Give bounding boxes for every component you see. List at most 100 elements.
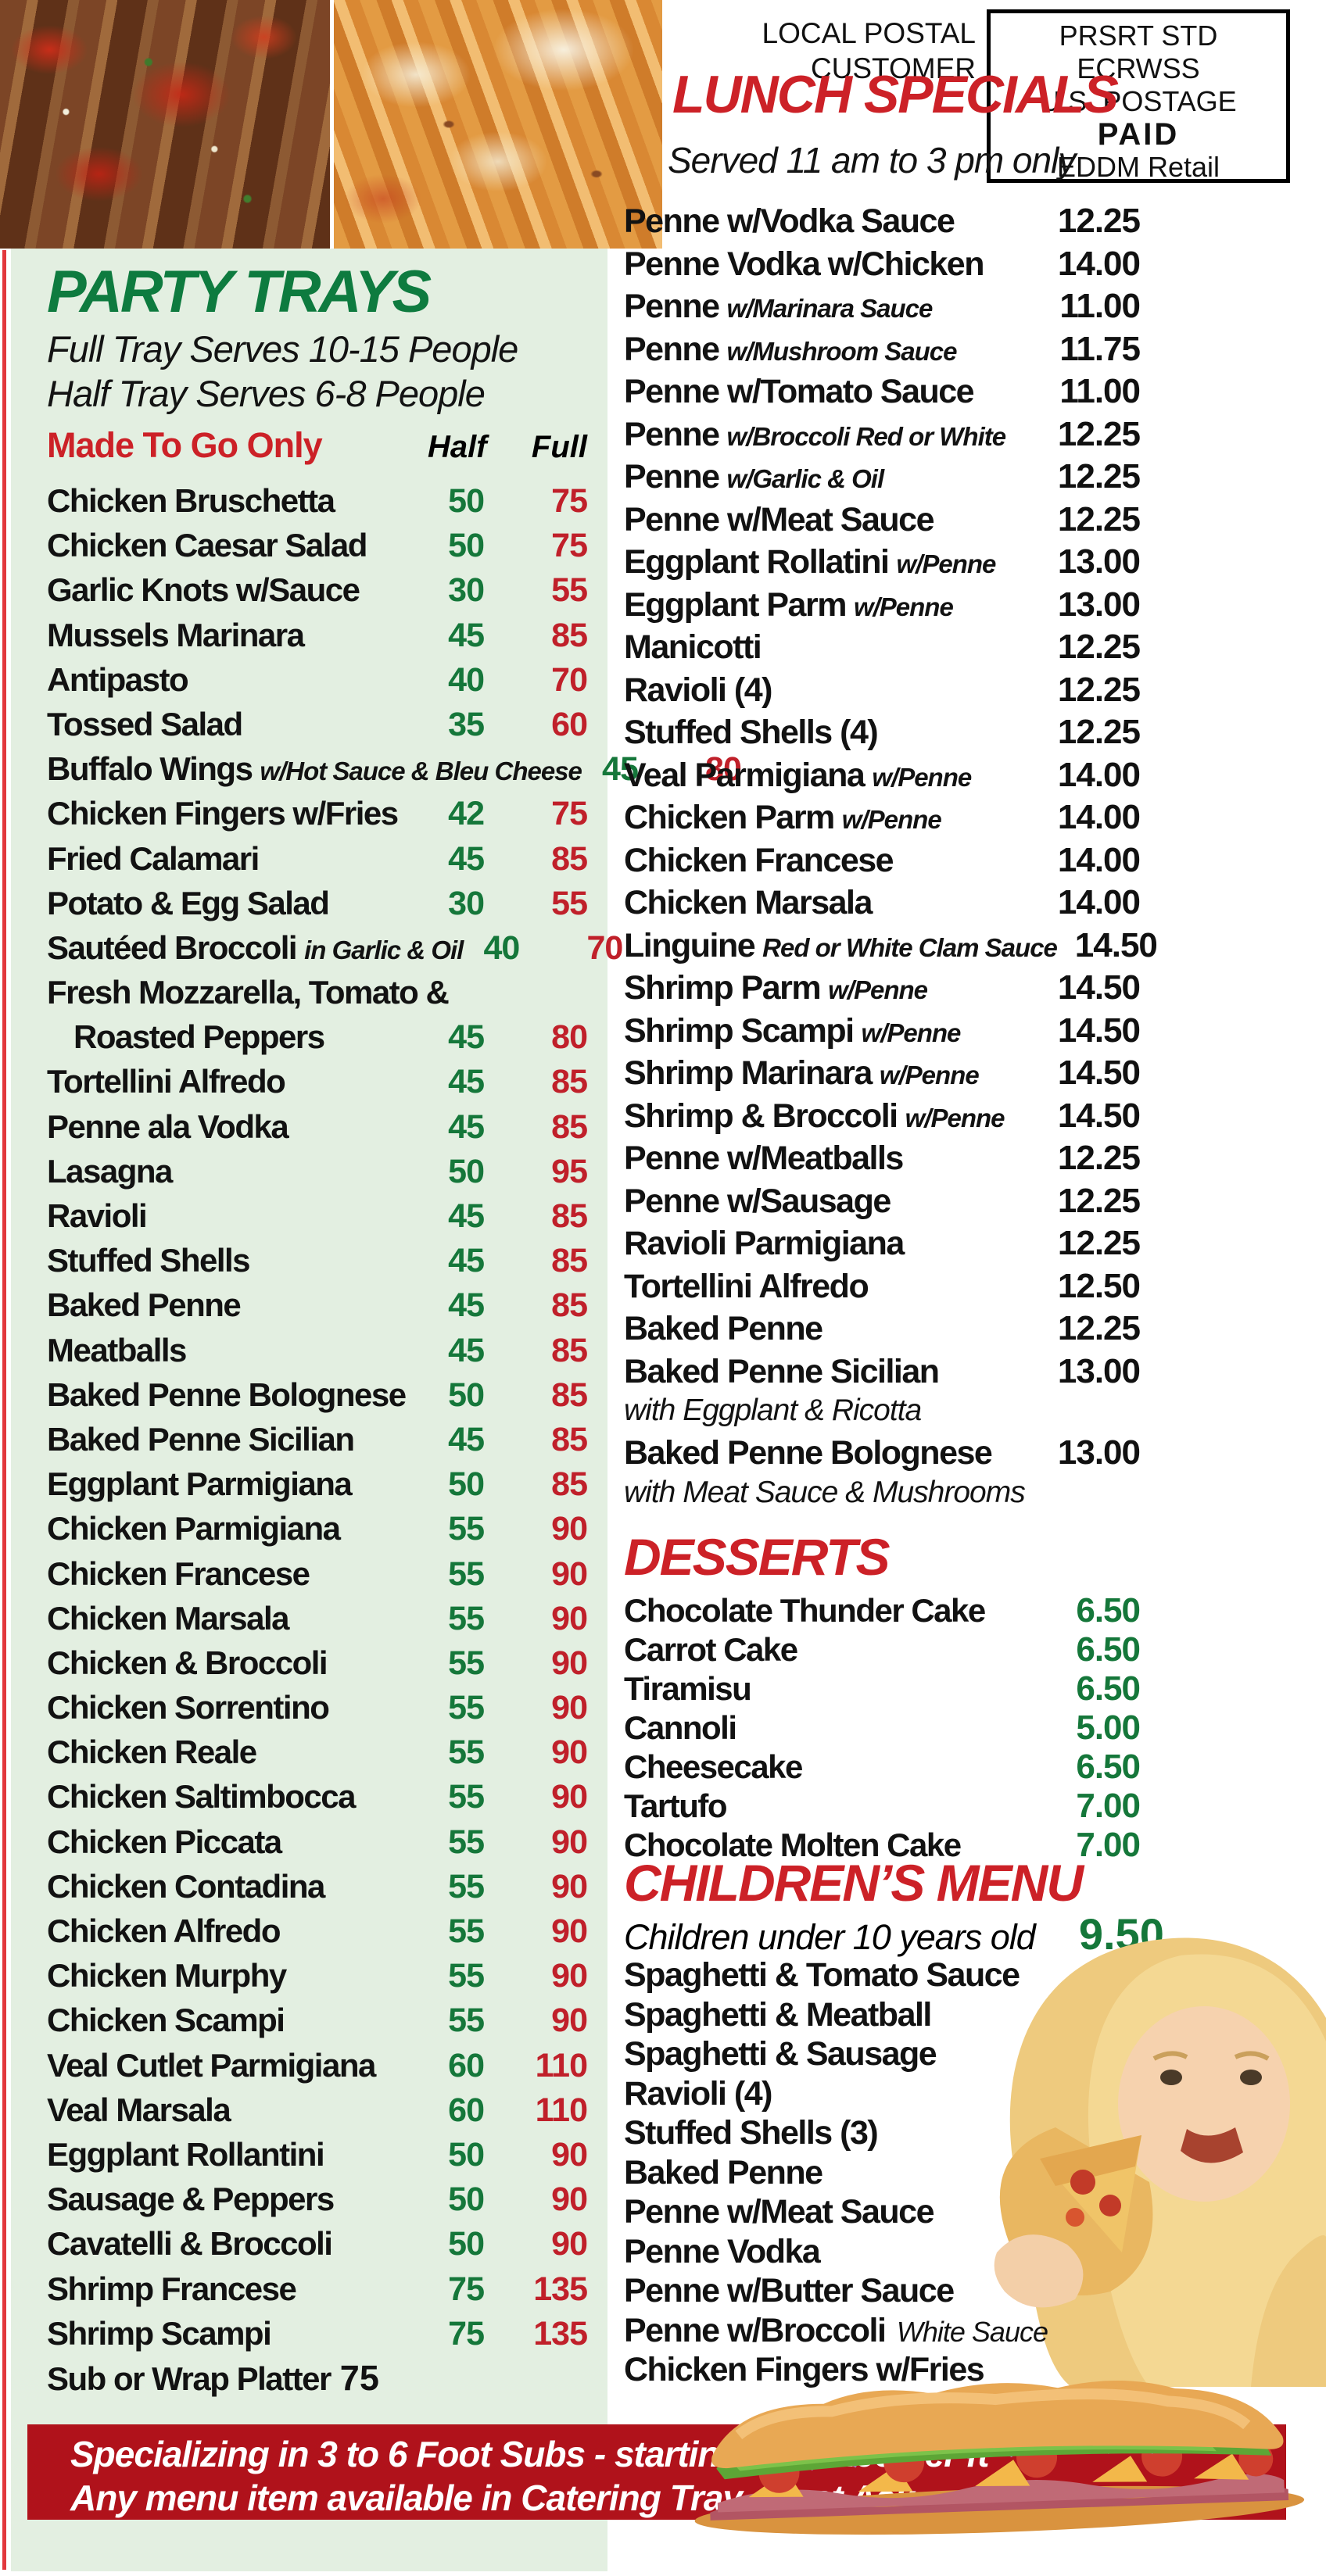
- party-tray-row: Tortellini Alfredo 45 85: [47, 1059, 588, 1104]
- full-tray-price: 90: [551, 1957, 588, 1995]
- item-price: 11.00: [1059, 287, 1141, 325]
- item-price: 14.50: [1057, 968, 1141, 1007]
- item-name: Spaghetti & Sausage: [624, 2035, 937, 2073]
- lunch-item-row: Penne w/Meat Sauce 12.25: [624, 499, 1141, 542]
- item-price: 14.50: [1074, 925, 1158, 964]
- lunch-item-row: with Meat Sauce & Mushrooms: [624, 1475, 1140, 1514]
- lunch-specials-subtitle: Served 11 am to 3 pm only: [668, 140, 1076, 181]
- party-tray-row: Veal Cutlet Parmigiana 60 110: [47, 2043, 588, 2088]
- item-name: Ravioli: [47, 1197, 148, 1234]
- item-name: Tortellini Alfredo: [624, 1267, 869, 1305]
- half-tray-price: 42: [448, 795, 485, 833]
- item-price: 6.50: [1076, 1591, 1141, 1630]
- full-tray-price: 110: [535, 2046, 588, 2084]
- party-tray-row: Shrimp Francese 75 135: [47, 2267, 588, 2311]
- lunch-item-row: Shrimp Scampi w/Penne 14.50: [624, 1010, 1141, 1053]
- item-name: Fresh Mozzarella, Tomato &: [47, 974, 450, 1011]
- item-name: Eggplant Parmigiana: [47, 1465, 353, 1503]
- item-name: Penne w/Broccoli: [624, 2311, 887, 2349]
- item-price: 14.50: [1057, 1054, 1141, 1092]
- full-tray-price: 90: [551, 1867, 588, 1905]
- party-tray-row: Buffalo Wings w/Hot Sauce & Bleu Cheese …: [47, 746, 742, 791]
- lunch-item-row: Chicken Francese 14.00: [624, 839, 1141, 882]
- full-tray-price: 135: [533, 2314, 588, 2352]
- item-name: Veal Marsala: [47, 2091, 231, 2128]
- full-tray-serves-line: Full Tray Serves 10-15 People: [47, 328, 518, 370]
- item-name: Carrot Cake: [624, 1631, 798, 1668]
- item-name: Stuffed Shells (3): [624, 2114, 879, 2152]
- item-name: Sautéed Broccoli: [47, 928, 298, 966]
- postage-permit-box: PRSRT STD ECRWSS U.S. POSTAGE PAID EDDM …: [987, 9, 1290, 183]
- lunch-item-row: Penne Vodka w/Chicken 14.00: [624, 243, 1141, 286]
- item-name: Stuffed Shells (4): [624, 714, 879, 751]
- half-tray-price: 45: [448, 1286, 485, 1325]
- item-name: Penne w/Meat Sauce: [624, 500, 935, 538]
- item-price: 11.00: [1059, 372, 1141, 410]
- full-tray-price: 80: [705, 750, 742, 789]
- half-tray-price: 50: [448, 2181, 485, 2219]
- half-tray-price: 55: [448, 1599, 485, 1637]
- item-name: Penne ala Vodka: [47, 1107, 289, 1145]
- lunch-item-row: Stuffed Shells (4) 12.25: [624, 711, 1141, 754]
- full-tray-price: 85: [551, 1420, 588, 1458]
- item-name: Ravioli (4): [624, 2074, 773, 2113]
- party-tray-row: Chicken Saltimbocca 55 90: [47, 1774, 588, 1819]
- party-tray-row: Chicken Marsala 55 90: [47, 1596, 588, 1640]
- item-name: Shrimp & Broccoli: [624, 1097, 898, 1135]
- half-tray-price: 30: [448, 884, 485, 922]
- item-name: Sausage & Peppers: [47, 2181, 335, 2218]
- party-tray-row: Sautéed Broccoli in Garlic & Oil 40 70: [47, 925, 623, 970]
- half-tray-price: 50: [448, 1465, 485, 1504]
- item-note: w/Mushroom Sauce: [726, 336, 958, 366]
- item-name: Cheesecake: [624, 1748, 803, 1785]
- childrens-menu-list: Spaghetti & Tomato Sauce Spaghetti & Mea…: [624, 1955, 1140, 2390]
- item-name: Chicken Parm: [624, 799, 835, 836]
- party-tray-row: Lasagna 50 95: [47, 1149, 588, 1193]
- item-name: Ravioli Parmigiana: [624, 1225, 905, 1262]
- party-tray-row: Cavatelli & Broccoli 50 90: [47, 2221, 588, 2266]
- lunch-item-row: Shrimp & Broccoli w/Penne 14.50: [624, 1095, 1141, 1138]
- item-price: 12.25: [1057, 628, 1141, 666]
- full-tray-price: 90: [551, 1599, 588, 1637]
- made-to-go-row: Made To Go Only Half Full: [47, 425, 587, 470]
- item-price: 14.50: [1057, 1011, 1141, 1050]
- half-tray-price: 55: [448, 1823, 485, 1861]
- full-tray-price: 55: [551, 571, 588, 610]
- dessert-item-row: Chocolate Molten Cake 7.00: [624, 1826, 1141, 1865]
- item-name: Ravioli (4): [624, 671, 773, 709]
- item-name: Baked Penne Sicilian: [47, 1420, 355, 1458]
- full-tray-price: 85: [551, 1107, 588, 1146]
- party-tray-row: Sub or Wrap Platter 75: [47, 2356, 587, 2400]
- half-tray-price: 55: [448, 1957, 485, 1995]
- item-name: Meatballs: [47, 1331, 187, 1368]
- item-name: Baked Penne Sicilian: [624, 1352, 940, 1390]
- item-name: Veal Parmigiana: [624, 756, 865, 794]
- children-item-row: Penne w/Butter Sauce: [624, 2271, 1140, 2311]
- item-name: Fried Calamari: [47, 839, 260, 877]
- item-note: w/Penne: [853, 592, 954, 621]
- item-price: 6.50: [1076, 1630, 1141, 1669]
- party-trays-panel: PARTY TRAYS Full Tray Serves 10-15 Peopl…: [11, 249, 742, 2571]
- party-tray-row: Baked Penne 45 85: [47, 1283, 588, 1327]
- postal-customer-label: LOCAL POSTAL CUSTOMER: [762, 17, 977, 84]
- item-name: Mussels Marinara: [47, 616, 305, 653]
- half-tray-price: 55: [448, 2002, 485, 2040]
- item-name: Potato & Egg Salad: [47, 884, 330, 921]
- dessert-item-row: Carrot Cake 6.50: [624, 1630, 1141, 1669]
- full-tray-price: 90: [551, 2225, 588, 2263]
- children-item-row: Baked Penne: [624, 2153, 1140, 2193]
- item-price: 12.25: [1057, 202, 1141, 240]
- lunch-item-row: Eggplant Rollatini w/Penne 13.00: [624, 541, 1141, 584]
- item-name: Baked Penne Bolognese: [47, 1376, 407, 1413]
- item-price: 13.00: [1057, 1351, 1141, 1390]
- permit-line: U.S. POSTAGE: [1040, 85, 1237, 117]
- lunch-item-row: Tortellini Alfredo 12.50: [624, 1265, 1141, 1308]
- lunch-item-row: Linguine Red or White Clam Sauce 14.50: [624, 925, 1158, 968]
- half-tray-price: 40: [483, 928, 521, 967]
- item-subnote: with Eggplant & Ricotta: [624, 1394, 922, 1427]
- party-tray-row: Chicken Contadina 55 90: [47, 1864, 588, 1909]
- item-name: Eggplant Rollantini: [47, 2135, 325, 2173]
- full-tray-price: 60: [551, 705, 588, 743]
- childrens-menu-subtitle: Children under 10 years old: [624, 1917, 1036, 1957]
